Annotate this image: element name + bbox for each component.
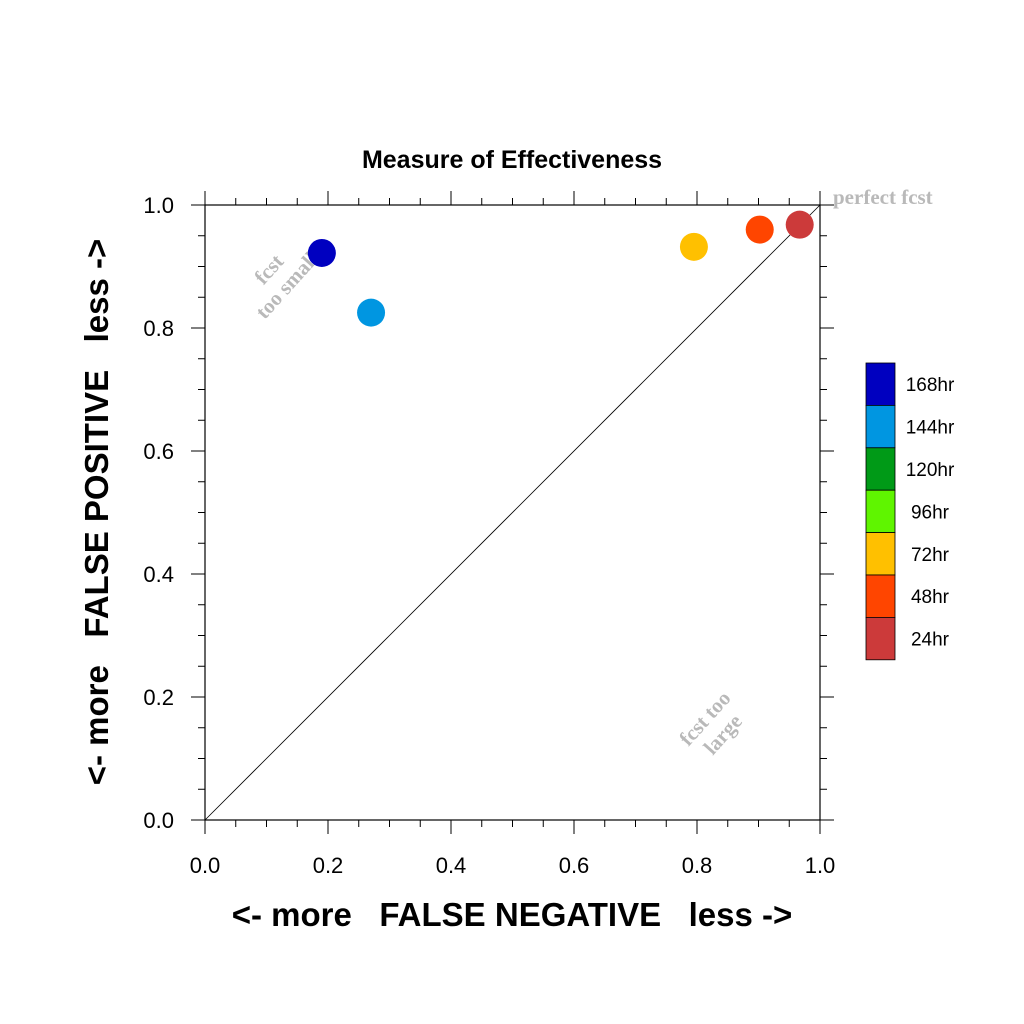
x-tick-label: 0.2 [313,853,344,878]
point-48hr [745,215,774,244]
legend-swatch-48hr [865,574,896,618]
legend-swatch-168hr [865,362,896,406]
y-tick-labels: 0.0 0.2 0.4 0.6 0.8 1.0 [143,193,174,833]
legend-swatch-144hr [865,404,896,449]
legend-swatch-96hr [865,489,896,534]
annotations: perfect fcst fcst too small fcst too lar… [249,185,933,759]
legend-swatch-24hr [865,617,896,661]
point-144hr [357,298,386,327]
x-tick-label: 1.0 [805,853,836,878]
legend-swatch-72hr [865,532,896,576]
data-points [307,210,814,327]
y-tick-label: 0.6 [143,439,174,464]
chart-title: Measure of Effectiveness [362,146,662,174]
legend-label-96hr: 96hr [911,502,950,523]
legend-label-144hr: 144hr [906,418,955,439]
x-axis-label: <- more FALSE NEGATIVE less -> [232,896,793,933]
legend-label-48hr: 48hr [911,587,950,608]
too-small-annotation: fcst too small [249,247,322,323]
y-tick-label: 0.8 [143,316,174,341]
x-tick-label: 0.4 [436,853,467,878]
axis-ticks [191,191,834,834]
point-24hr [785,210,814,239]
legend: 168hr 144hr 120hr 96hr 72hr 48hr 24hr [865,362,955,661]
x-tick-label: 0.6 [559,853,590,878]
x-tick-labels: 0.0 0.2 0.4 0.6 0.8 1.0 [190,853,836,878]
legend-label-168hr: 168hr [906,375,955,396]
y-tick-label: 0.4 [143,562,174,587]
y-tick-label: 1.0 [143,193,174,218]
too-large-annotation: fcst too large [674,686,747,759]
y-tick-label: 0.2 [143,685,174,710]
point-168hr [307,238,336,267]
x-tick-label: 0.0 [190,853,221,878]
legend-label-72hr: 72hr [911,545,950,566]
y-axis-label: <- more FALSE POSITIVE less -> [78,239,115,786]
y-tick-label: 0.0 [143,808,174,833]
point-72hr [679,232,708,261]
x-tick-label: 0.8 [682,853,713,878]
legend-label-24hr: 24hr [911,630,950,651]
perfect-forecast-diagonal [204,204,821,821]
legend-swatch-120hr [865,447,896,491]
perfect-forecast-label: perfect fcst [833,185,933,209]
legend-label-120hr: 120hr [906,460,955,481]
